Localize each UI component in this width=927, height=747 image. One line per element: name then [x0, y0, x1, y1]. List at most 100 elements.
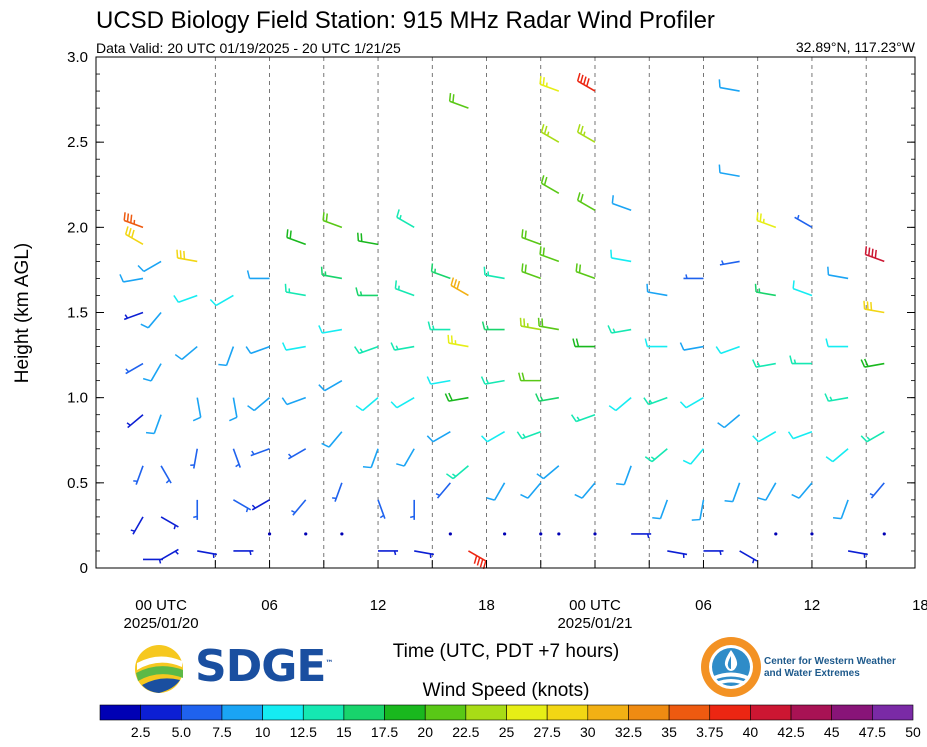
barb-full	[426, 376, 432, 385]
barb-staff	[647, 291, 668, 297]
colorbar-label: 25	[499, 724, 515, 740]
wind-barb	[827, 266, 849, 280]
barb-full	[245, 346, 252, 354]
barb-staff	[690, 448, 705, 465]
colorbar-swatch	[99, 704, 141, 721]
barb-full	[318, 384, 326, 392]
wind-barb	[125, 362, 144, 375]
barb-full	[174, 353, 183, 361]
barb-full	[481, 435, 488, 443]
barb-half	[173, 524, 177, 530]
barb-full	[576, 124, 581, 133]
colorbar-label: 20	[417, 724, 433, 740]
wind-barb	[377, 499, 386, 519]
barb-full	[523, 318, 526, 327]
barb-half	[249, 550, 252, 556]
barb-half	[546, 131, 550, 136]
x-tick-label: 12	[370, 597, 387, 614]
barb-staff	[324, 379, 343, 392]
y-tick-label: 0	[80, 560, 88, 577]
wind-barb	[864, 246, 885, 263]
barb-half	[251, 504, 256, 509]
barb-half	[646, 533, 650, 539]
colorbar-label: 30	[580, 724, 596, 740]
wind-barb	[176, 249, 198, 263]
cw3e-line1: Center for Western Weather	[764, 656, 896, 667]
barb-staff	[723, 414, 741, 429]
barb-full	[578, 264, 582, 273]
barb-full	[586, 78, 590, 87]
barb-staff	[720, 345, 740, 355]
barb-full	[825, 338, 829, 347]
wind-barb	[444, 392, 469, 402]
wind-barb	[288, 448, 307, 460]
barb-full	[718, 164, 721, 173]
wind-barb	[145, 414, 162, 435]
barb-full	[473, 555, 478, 564]
barb-staff	[486, 431, 505, 443]
wind-barb	[123, 311, 144, 321]
wind-barb	[576, 72, 596, 92]
barb-staff	[792, 287, 813, 297]
barb-full	[173, 295, 180, 303]
wind-barb	[572, 338, 595, 348]
colorbar-swatch	[628, 704, 670, 721]
barb-staff	[432, 431, 451, 443]
wind-barb	[576, 124, 596, 143]
barb-full	[390, 342, 396, 351]
calm-dot	[882, 532, 886, 536]
barb-staff	[493, 482, 506, 501]
barb-full	[679, 401, 687, 409]
barb-full	[679, 342, 685, 351]
wind-barb	[318, 325, 343, 334]
barb-half	[379, 514, 385, 519]
barb-staff	[685, 396, 704, 409]
barb-full	[521, 263, 524, 272]
wind-barb	[631, 533, 652, 539]
barb-half	[393, 550, 397, 556]
colorbar-label: 17.5	[371, 724, 398, 740]
barb-half	[251, 450, 255, 455]
wind-barb	[291, 499, 307, 516]
wind-barb	[519, 317, 541, 331]
barb-full	[583, 76, 587, 85]
calm-dot	[539, 532, 543, 536]
barb-full	[192, 416, 202, 422]
barb-full	[575, 263, 578, 272]
barb-staff	[215, 294, 234, 307]
barb-full	[860, 435, 868, 443]
barb-full	[682, 459, 691, 465]
colorbar-swatch	[424, 704, 467, 721]
barb-full	[542, 77, 545, 86]
calm-dot	[304, 532, 308, 536]
barb-staff	[798, 482, 813, 499]
wind-barb	[267, 532, 272, 536]
y-axis-title: Height (km AGL)	[12, 243, 33, 383]
barb-staff	[250, 345, 270, 355]
barb-staff	[840, 499, 849, 519]
barb-full	[321, 442, 330, 448]
wind-barb	[825, 338, 849, 348]
barb-staff	[612, 202, 632, 212]
x-tick-date-label: 2025/01/20	[124, 615, 199, 632]
wind-barb	[355, 397, 379, 412]
barb-full	[518, 372, 522, 381]
barb-full	[579, 193, 584, 203]
wind-barb	[616, 465, 632, 486]
wind-barb	[521, 229, 542, 246]
wind-barb	[193, 499, 199, 520]
wind-barb	[718, 79, 740, 92]
wind-barb	[229, 397, 238, 422]
barb-staff	[370, 448, 379, 468]
wind-barb	[251, 499, 270, 511]
y-tick-label: 2.0	[67, 219, 88, 236]
wind-barb	[247, 397, 271, 412]
barb-full	[286, 229, 289, 238]
barb-staff	[362, 397, 379, 412]
colorbar-swatch	[302, 704, 345, 721]
barb-full	[521, 372, 525, 381]
barb-half	[395, 345, 399, 350]
wind-barb	[192, 397, 202, 422]
wind-barb	[860, 431, 885, 443]
barb-full	[325, 213, 328, 222]
